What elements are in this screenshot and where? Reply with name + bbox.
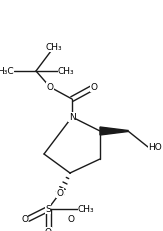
Text: O: O bbox=[68, 215, 75, 224]
Text: CH₃: CH₃ bbox=[78, 205, 95, 214]
Text: CH₃: CH₃ bbox=[58, 67, 75, 76]
Text: O: O bbox=[57, 189, 64, 198]
Text: CH₃: CH₃ bbox=[46, 43, 62, 52]
Text: O: O bbox=[44, 227, 52, 231]
Text: HO: HO bbox=[148, 143, 162, 152]
Text: O: O bbox=[21, 215, 28, 224]
Text: O: O bbox=[90, 83, 97, 92]
Text: S: S bbox=[45, 205, 51, 214]
Text: N: N bbox=[69, 113, 75, 122]
Polygon shape bbox=[100, 128, 128, 135]
Text: H₃C: H₃C bbox=[0, 67, 14, 76]
Text: O: O bbox=[46, 83, 53, 92]
